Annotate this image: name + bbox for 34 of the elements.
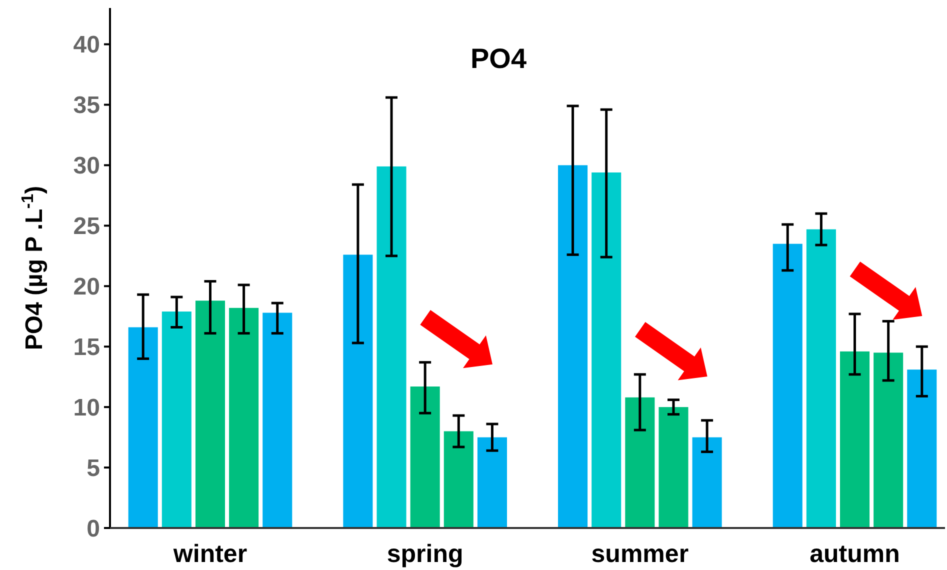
bar — [262, 312, 292, 528]
y-tick-label: 0 — [86, 515, 100, 542]
y-tick-label: 5 — [86, 454, 100, 482]
bar — [343, 254, 373, 528]
bar — [692, 437, 722, 528]
bar — [840, 351, 870, 528]
bar — [874, 352, 904, 528]
bar — [162, 312, 192, 528]
bar — [558, 165, 588, 528]
bar — [444, 431, 474, 528]
bar — [625, 397, 655, 528]
bar — [410, 386, 440, 528]
x-tick-label: summer — [591, 540, 689, 568]
bar — [195, 300, 226, 528]
bar — [376, 166, 406, 528]
y-tick-label: 15 — [73, 334, 100, 362]
text: PO4 — [470, 43, 527, 74]
bar — [477, 437, 507, 528]
x-tick-label: spring — [386, 540, 464, 568]
bar — [229, 308, 259, 528]
bar — [658, 407, 688, 528]
y-tick-label: 40 — [73, 32, 100, 59]
y-tick-label: 10 — [73, 394, 100, 422]
bar — [128, 327, 158, 528]
x-tick-label: winter — [172, 540, 248, 568]
y-tick-label: 25 — [73, 213, 100, 240]
bar — [907, 370, 937, 528]
bar — [806, 229, 836, 528]
bar — [592, 172, 622, 528]
y-tick-label: 20 — [73, 274, 100, 301]
y-tick-label: 30 — [73, 152, 100, 180]
bar — [772, 244, 802, 528]
x-tick-label: autumn — [810, 540, 900, 568]
y-tick-label: 35 — [73, 92, 100, 120]
